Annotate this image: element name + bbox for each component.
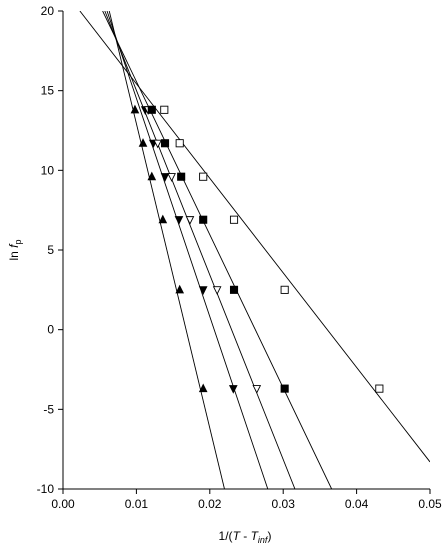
data-point xyxy=(160,105,169,114)
x-tick-label: 0.03 xyxy=(272,497,296,511)
data-point xyxy=(138,138,148,147)
data-point xyxy=(185,216,195,225)
y-tick-label: 5 xyxy=(47,243,54,257)
x-label-part: T xyxy=(233,529,242,543)
data-point xyxy=(177,172,186,181)
data-point xyxy=(130,104,140,114)
data-point xyxy=(228,385,238,394)
x-tick-label: 0.01 xyxy=(125,497,149,511)
data-point xyxy=(147,105,156,114)
y-label-part: f xyxy=(7,243,21,248)
x-tick-label: 0.00 xyxy=(51,497,75,511)
data-point xyxy=(160,139,170,148)
y-tick-label: 0 xyxy=(47,323,54,337)
x-axis-label: 1/(T - Tinf) xyxy=(219,529,272,545)
data-point xyxy=(252,385,262,394)
x-label-part: inf xyxy=(258,535,269,545)
x-label-part: ) xyxy=(267,529,271,543)
y-tick-label: -10 xyxy=(37,482,55,496)
x-label-part: T xyxy=(251,529,260,543)
data-point xyxy=(212,286,222,295)
x-tick-label: 0.04 xyxy=(345,497,369,511)
data-point xyxy=(158,214,168,224)
y-label-part: p xyxy=(13,239,23,244)
data-point xyxy=(199,215,208,224)
y-tick-label: 20 xyxy=(41,4,55,18)
y-tick-label: 15 xyxy=(41,84,55,98)
y-tick-label: 10 xyxy=(41,163,55,177)
fit-line xyxy=(108,11,225,489)
fit-line xyxy=(79,11,430,463)
x-label-part: 1/( xyxy=(219,529,233,543)
fit-line xyxy=(106,11,269,489)
fit-line xyxy=(104,11,296,489)
fit-line xyxy=(102,11,333,489)
data-point xyxy=(167,173,176,182)
data-point xyxy=(199,172,208,181)
data-point xyxy=(198,383,208,393)
y-label-part: ln xyxy=(7,248,21,261)
x-tick-label: 0.02 xyxy=(198,497,222,511)
data-point xyxy=(280,285,289,294)
data-point xyxy=(198,286,208,295)
data-point xyxy=(174,216,184,225)
data-point xyxy=(280,384,289,393)
data-point xyxy=(153,139,163,149)
data-point xyxy=(229,285,239,294)
data-point xyxy=(175,284,185,294)
x-label-part: - xyxy=(240,529,251,543)
x-tick-label: 0.05 xyxy=(418,497,442,511)
y-axis-label: ln fp xyxy=(7,239,23,260)
data-point xyxy=(175,139,184,148)
data-point xyxy=(229,215,239,224)
y-tick-label: -5 xyxy=(43,402,54,416)
fit-lines xyxy=(79,11,430,489)
data-point xyxy=(375,384,384,393)
data-point xyxy=(160,173,170,182)
data-point xyxy=(147,171,157,181)
